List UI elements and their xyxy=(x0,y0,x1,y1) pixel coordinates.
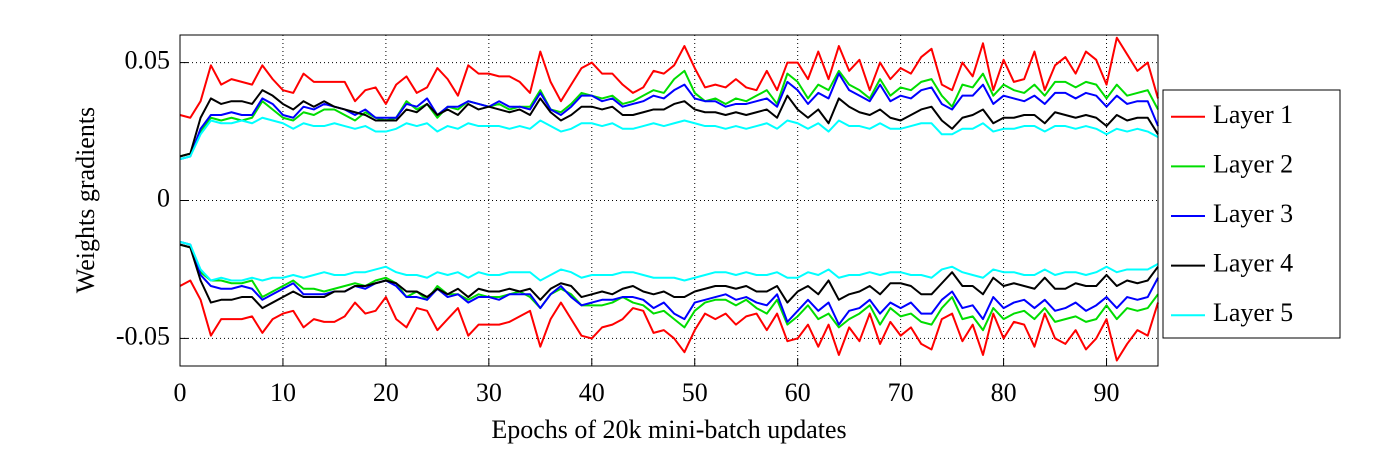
series-line xyxy=(179,243,1159,310)
y-tick-label: 0.05 xyxy=(125,46,171,75)
x-tick-label: 80 xyxy=(991,378,1017,407)
legend-label: Layer 3 xyxy=(1213,199,1293,228)
x-tick-label: 50 xyxy=(682,378,708,407)
y-tick-label: 0 xyxy=(157,183,170,212)
series-line xyxy=(179,89,1159,158)
series-line xyxy=(179,279,1159,362)
x-tick-label: 10 xyxy=(270,378,296,407)
legend-label: Layer 2 xyxy=(1213,149,1293,178)
legend-label: Layer 5 xyxy=(1213,298,1293,327)
x-tick-label: 40 xyxy=(579,378,605,407)
x-tick-label: 70 xyxy=(888,378,914,407)
x-tick-label: 30 xyxy=(476,378,502,407)
legend-box xyxy=(1162,89,1341,339)
x-tick-label: 0 xyxy=(174,378,187,407)
x-axis-label: Epochs of 20k mini-batch updates xyxy=(491,415,846,444)
y-axis-label: Weights gradients xyxy=(71,107,100,293)
x-tick-label: 90 xyxy=(1094,378,1120,407)
x-tick-label: 20 xyxy=(373,378,399,407)
legend-label: Layer 4 xyxy=(1213,249,1293,278)
legend-label: Layer 1 xyxy=(1213,100,1293,129)
x-tick-label: 60 xyxy=(785,378,811,407)
series-line xyxy=(179,243,1159,332)
axes-box xyxy=(179,34,1159,367)
series-line xyxy=(179,240,1159,282)
series-line xyxy=(179,116,1159,161)
y-tick-label: -0.05 xyxy=(116,321,170,350)
series-line xyxy=(179,69,1159,158)
series-line xyxy=(179,36,1159,119)
